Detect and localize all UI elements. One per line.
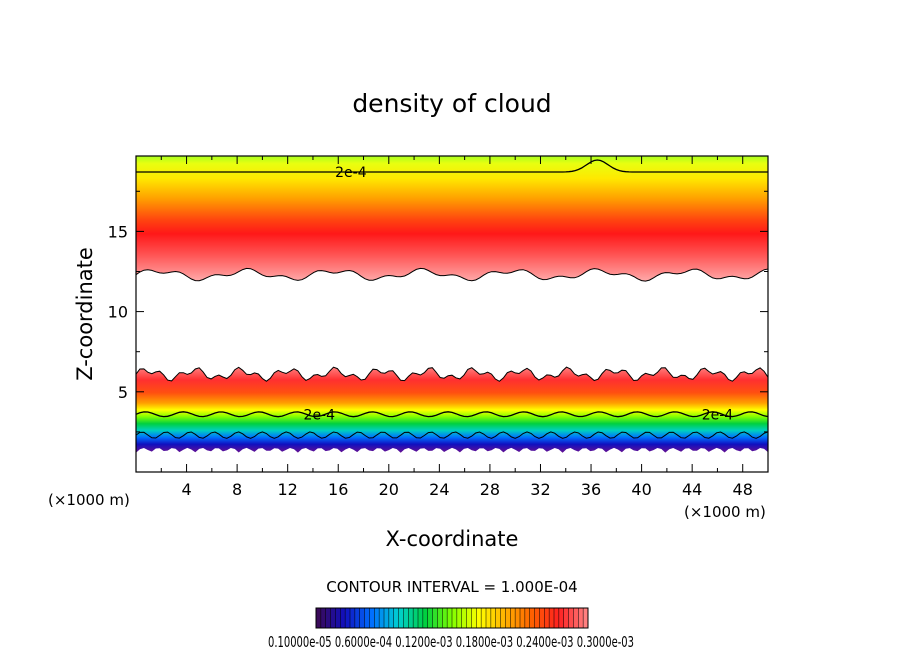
colorbar-cell [456,608,463,628]
y-tick-label: 15 [108,222,128,241]
x-tick-label: 48 [733,480,753,499]
x-axis-label: X-coordinate [386,527,519,551]
colorbar-cell [520,608,526,628]
chart-title: density of cloud [352,89,551,118]
colorbar-cell [549,608,555,628]
colorbar-cell [316,608,322,628]
x-tick-label: 8 [232,480,242,499]
colorbar-cell [422,608,429,628]
colorbar-cell [510,608,516,628]
colorbar-cell [369,608,375,628]
colorbar-cell [563,608,569,628]
x-tick-label: 40 [631,480,651,499]
colorbar [315,607,589,629]
x-axis-ticks: 4 8 12 16 20 24 28 32 36 40 44 48 [160,156,753,499]
lower-cloud-layer [136,367,768,453]
colorbar-cell [447,608,453,628]
colorbar-cell [505,608,511,628]
contour-interval-text: CONTOUR INTERVAL = 1.000E-04 [326,578,577,596]
colorbar-cell [350,608,356,628]
contour-line-lower-bottom [135,431,769,439]
colorbar-cell [354,608,361,628]
x-tick-label: 24 [429,480,449,499]
colorbar-cell [486,608,492,628]
colorbar-cell [558,608,565,628]
plot-frame [135,155,769,473]
contour-labels: 2e-4 2e-4 2e-4 [304,165,734,423]
colorbar-cell [466,608,472,628]
colorbar-cell [413,608,419,628]
colorbar-cell [320,608,327,628]
contour-line-lower-2e-4 [135,411,769,418]
x-tick-label: 4 [181,480,191,499]
colorbar-cell [384,608,390,628]
colorbar-cell [452,608,458,628]
colorbar-cell [544,608,550,628]
colorbar-cell [500,608,506,628]
x-tick-label: 44 [682,480,702,499]
colorbar-cell [364,608,370,628]
y-axis-label: Z-coordinate [73,247,97,381]
colorbar-cell [388,608,395,628]
contour-label-1: 2e-4 [304,407,336,423]
colorbar-cell [534,608,540,628]
contour-line-lower-top [135,366,769,382]
colorbar-cell [461,608,467,628]
colorbar-cell [335,608,341,628]
x-tick-label: 36 [581,480,601,499]
colorbar-cell [515,608,521,628]
x-tick-label: 16 [328,480,348,499]
colorbar-cell [539,608,545,628]
colorbar-cell [578,608,584,628]
colorbar-cell [490,608,497,628]
x-tick-label: 12 [278,480,298,499]
colorbar-cell [374,608,380,628]
colorbar-cell [418,608,424,628]
colorbar-cell [471,608,477,628]
colorbar-cell [345,608,351,628]
colorbar-cell [398,608,404,628]
colorbar-cell [568,608,574,628]
colorbar-cell [403,608,409,628]
colorbar-cell [442,608,448,628]
colorbar-cell [437,608,443,628]
colorbar-cell [583,608,589,628]
y-tick-label: 10 [108,303,128,322]
colorbar-cell [524,608,531,628]
colorbar-cell [359,608,365,628]
colorbar-cell [393,608,399,628]
colorbar-cell [432,608,438,628]
upper-cloud-layer [136,156,768,282]
colorbar-cell [554,608,560,628]
x-unit-label: (×1000 m) [48,491,130,509]
x-tick-label: 32 [530,480,550,499]
colorbar-cell [408,608,414,628]
colorbar-cell [379,608,385,628]
colorbar-cell [573,608,579,628]
colorbar-cell [481,608,487,628]
colorbar-labels: 0.10000e-05 0.6000e-04 0.1200e-03 0.1800… [268,633,634,651]
y-tick-label: 5 [118,383,128,402]
contour-line-upper-2e-4 [136,159,768,173]
colorbar-frame [315,607,589,629]
x-tick-label: 20 [379,480,399,499]
colorbar-cell [325,608,331,628]
plot-area: 2e-42e-4 2e-4 4 8 12 16 20 24 28 32 36 40 44 48 5101… [108,155,769,499]
contour-label-2: 2e-4 [702,407,734,423]
colorbar-cell [340,608,346,628]
colorbar-cell [529,608,535,628]
contour-label-0: 2e-4 [335,165,367,181]
colorbar-cell [427,608,433,628]
colorbar-cell [476,608,482,628]
z-unit-label: (×1000 m) [684,503,766,521]
x-tick-label: 28 [480,480,500,499]
contour-line-upper-base [135,267,769,282]
colorbar-cell [330,608,336,628]
y-axis-ticks: 5 10 15 [108,190,768,433]
colorbar-cell [495,608,501,628]
